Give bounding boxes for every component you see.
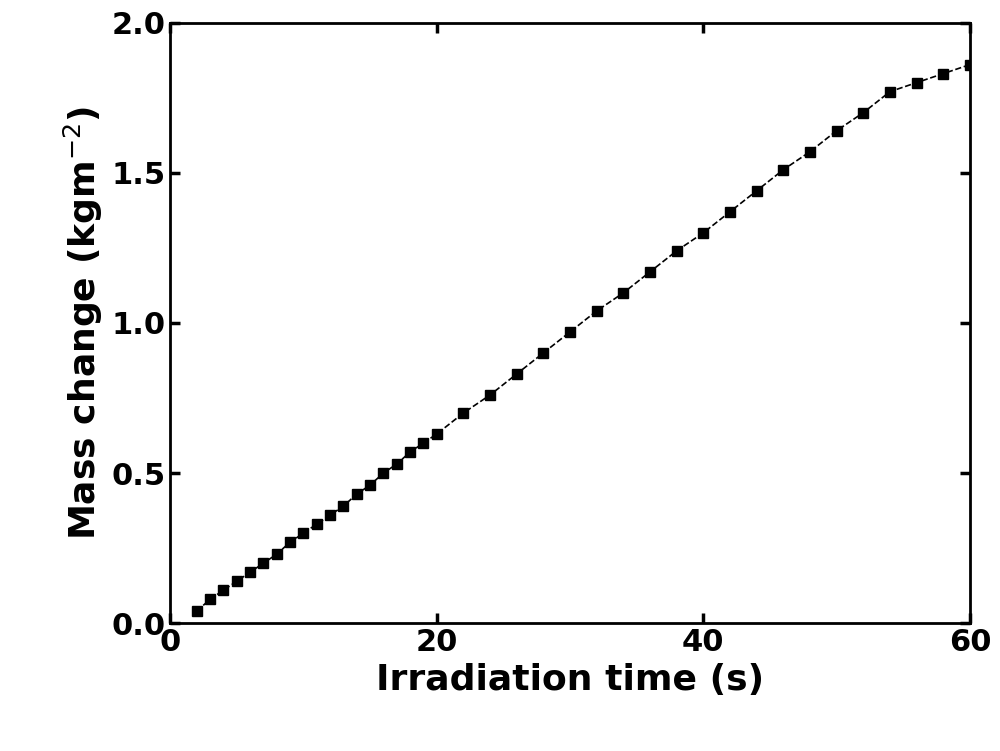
Y-axis label: Mass change (kgm$^{-2}$): Mass change (kgm$^{-2}$): [62, 106, 105, 540]
X-axis label: Irradiation time (s): Irradiation time (s): [376, 662, 764, 697]
